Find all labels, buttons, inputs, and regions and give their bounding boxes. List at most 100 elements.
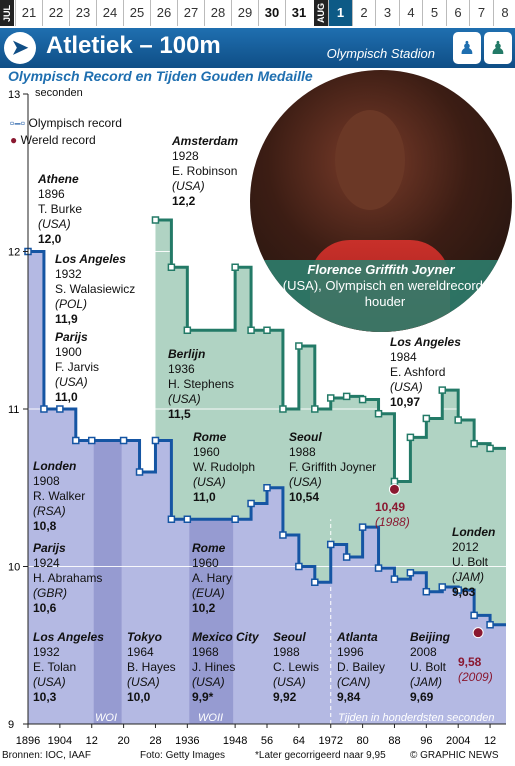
- annotation-m2012-country: (JAM): [452, 570, 484, 584]
- women-point-1928: [151, 216, 160, 224]
- annotation-m1896: Athene 1896 T. Burke (USA) 12,0: [38, 172, 82, 247]
- women-point-1980: [358, 395, 367, 404]
- women-point-1984: [374, 409, 383, 418]
- annotation-m1896-year: 1896: [38, 187, 65, 201]
- annotation-w1960-time: 11,0: [193, 490, 216, 504]
- annotation-m1964-year: 1964: [127, 645, 154, 659]
- men-line: [28, 250, 506, 627]
- annotation-w1988-city: Seoul: [289, 430, 322, 444]
- annotation-m1988-name: C. Lewis: [273, 660, 320, 674]
- photo-caption-name: Florence Griffith Joyner: [307, 262, 455, 277]
- women-point-1932: [167, 263, 176, 271]
- photo-caption-desc: (USA), Olympisch en wereldrecord-houder: [282, 278, 488, 309]
- annotation-w1936: Berlijn 1936 H. Stephens (USA) 11,5: [168, 347, 234, 422]
- annotation-m1896-country: (USA): [38, 217, 71, 231]
- wr_women-time: 10,49: [375, 500, 406, 514]
- annotation-m1996-country: (CAN): [337, 675, 371, 689]
- annotation-w1928-time: 12,2: [172, 194, 196, 208]
- annotation-m2008-year: 2008: [410, 645, 437, 659]
- annotation-m1932: Los Angeles 1932 E. Tolan (USA) 10,3: [33, 630, 104, 705]
- legend: ▫–▫ Olympisch record ● Wereld record: [10, 116, 122, 150]
- women-point-1964: [295, 342, 303, 350]
- footer-photo: Foto: Getty Images: [140, 750, 226, 761]
- annotation-w1936-time: 11,5: [168, 407, 191, 421]
- date-29-jul: 29: [231, 0, 258, 26]
- venue-label: Olympisch Stadion: [326, 46, 435, 61]
- annotation-m2008-city: Beijing: [410, 630, 451, 644]
- date-8-aug: 8: [492, 0, 515, 26]
- men-point-1964: [295, 562, 303, 571]
- annotation-m1964-name: B. Hayes: [127, 660, 176, 674]
- y-tick-10: 10: [8, 562, 20, 574]
- x-tick-1948-6: 1948: [223, 735, 247, 747]
- annotation-w1984-time: 10,97: [390, 395, 421, 409]
- women-point-2004: [454, 416, 462, 424]
- annotation-m2008-time: 9,69: [410, 690, 434, 704]
- annotation-m1996-city: Atlanta: [337, 630, 378, 644]
- annotation-m1924-country: (GBR): [33, 586, 67, 600]
- women-point-1976: [342, 392, 351, 401]
- annotation-m1968-time: 9,9*: [192, 690, 214, 704]
- annotation-w1960-year: 1960: [193, 445, 220, 459]
- annotation-m1932-year: 1932: [33, 645, 60, 659]
- footer-note: *Later gecorrigeerd naar 9,95: [255, 750, 386, 761]
- men-point-1960: [279, 531, 287, 539]
- men-point-1912: [87, 436, 96, 445]
- wr_men-time: 9,58: [458, 655, 482, 669]
- annotation-m1908-year: 1908: [33, 474, 60, 488]
- x-tick-2004-13: 2004: [446, 735, 470, 747]
- annotation-m1964-time: 10,0: [127, 690, 151, 704]
- annotation-m1960: Rome 1960 A. Hary (EUA) 10,2: [192, 541, 232, 616]
- men-icon: ♟: [453, 32, 481, 64]
- annotation-w1936-name: H. Stephens: [168, 377, 235, 391]
- annotation-w1984: Los Angeles 1984 E. Ashford (USA) 10,97: [390, 335, 461, 410]
- women-point-2008: [470, 439, 478, 448]
- men-point-1948: [231, 515, 239, 523]
- annotation-w1932: Los Angeles 1932 S. Walasiewicz (POL) 11,9: [55, 252, 135, 327]
- men-point-1972: [326, 540, 335, 549]
- men-point-1996: [422, 587, 431, 596]
- annotation-m2012-city: Londen: [452, 525, 496, 539]
- annotation-m2012-year: 2012: [452, 540, 479, 554]
- women-point-1948: [231, 263, 239, 271]
- men-point-1904: [56, 405, 64, 413]
- annotation-m1996-year: 1996: [337, 645, 364, 659]
- x-note: Tijden in honderdsten seconden: [338, 712, 495, 724]
- men-point-1936: [183, 515, 192, 523]
- date-4-aug: 4: [398, 0, 423, 26]
- annotation-m1988-year: 1988: [273, 645, 300, 659]
- women-point-2000: [438, 386, 447, 394]
- y-tick-11: 11: [8, 404, 19, 416]
- annotation-w1988-time: 10,54: [289, 490, 320, 504]
- annotation-m1924-name: H. Abrahams: [33, 571, 103, 585]
- annotation-m1900-country: (USA): [55, 375, 88, 389]
- annotation-w1932-time: 11,9: [55, 312, 78, 326]
- athlete-face: [335, 110, 405, 210]
- date-30-jul: 30: [258, 0, 285, 26]
- annotation-w1988: Seoul 1988 F. Griffith Joyner (USA) 10,54: [289, 430, 376, 505]
- annotation-m1900-year: 1900: [55, 345, 82, 359]
- date-28-jul: 28: [204, 0, 231, 26]
- y-tick-12: 12: [8, 247, 20, 259]
- women-point-1996: [422, 414, 431, 423]
- annotation-m2012-time: 9,63: [452, 585, 476, 599]
- ww1-band: [93, 440, 122, 724]
- annotation-m2012-name: U. Bolt: [452, 555, 489, 569]
- photo-caption-band: [250, 260, 512, 332]
- men-point-1976: [342, 553, 351, 561]
- annotation-m1924: Parijs 1924 H. Abrahams (GBR) 10,6: [33, 541, 102, 616]
- date-23-jul: 23: [69, 0, 96, 26]
- annotation-m2008-country: (JAM): [410, 675, 442, 689]
- annotation-m2008-name: U. Bolt: [410, 660, 447, 674]
- annotation-w1932-year: 1932: [55, 267, 82, 281]
- annotation-w1960-country: (USA): [193, 475, 226, 489]
- x-tick-12-14: 12: [484, 735, 496, 747]
- date-27-jul: 27: [177, 0, 204, 26]
- date-26-jul: 26: [150, 0, 177, 26]
- women-point-1988: [390, 477, 399, 486]
- men-point-2000: [438, 583, 447, 591]
- world-record-icon: ●: [10, 133, 18, 147]
- date-6-aug: 6: [445, 0, 470, 26]
- annotation-w1932-name: S. Walasiewicz: [55, 282, 136, 296]
